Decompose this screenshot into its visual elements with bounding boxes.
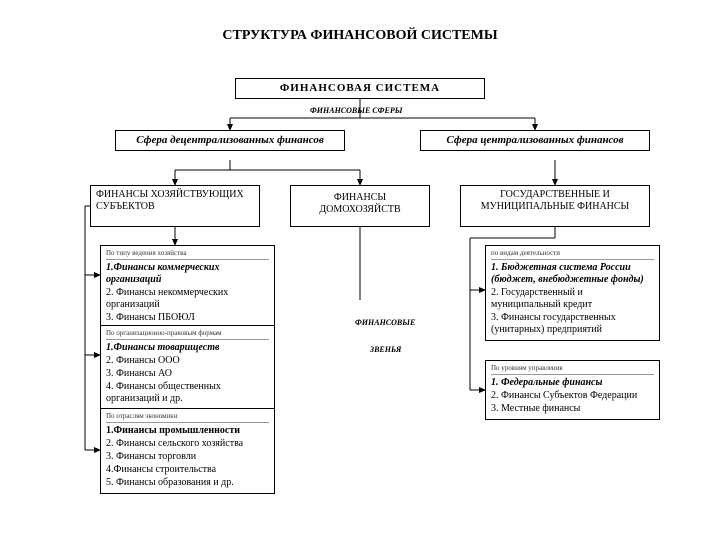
sphere-left: Сфера децентрализованных финансов <box>115 130 345 151</box>
col1-box1-l3: 3. Финансы ПБОЮЛ <box>106 312 269 324</box>
col3-box1-l3: 3. Финансы государственных (унитарных) п… <box>491 312 654 336</box>
sphere-right: Сфера централизованных финансов <box>420 130 650 151</box>
col1-box2: По организационно-правовым формам 1.Фина… <box>100 325 275 410</box>
col3-box1: по видам деятельности 1. Бюджетная систе… <box>485 245 660 341</box>
page-title: СТРУКТУРА ФИНАНСОВОЙ СИСТЕМЫ <box>0 28 720 44</box>
col3-box1-l2: 2. Государственный и муниципальный креди… <box>491 287 654 311</box>
col1-box3-l3: 3. Финансы торговли <box>106 451 269 463</box>
col1-box2-l2: 2. Финансы ООО <box>106 355 269 367</box>
col1-box3: По отраслям экономики 1.Финансы промышле… <box>100 408 275 494</box>
col1-box2-l1: 1.Финансы товариществ <box>106 342 269 354</box>
col3-head: ГОСУДАРСТВЕННЫЕ И МУНИЦИПАЛЬНЫЕ ФИНАНСЫ <box>460 185 650 227</box>
col1-box3-l2: 2. Финансы сельского хозяйства <box>106 438 269 450</box>
col1-box2-l3: 3. Финансы АО <box>106 368 269 380</box>
spheres-label: ФИНАНСОВЫЕ СФЕРЫ <box>310 106 402 115</box>
col1-box1-hdr: По типу ведения хозяйства <box>106 249 269 260</box>
links-label-b: ЗВЕНЬЯ <box>370 345 401 354</box>
col1-box2-l4: 4. Финансы общественных организаций и др… <box>106 381 269 405</box>
col3-box2-l2: 2. Финансы Субъектов Федерации <box>491 390 654 402</box>
col3-box2-l1: 1. Федеральные финансы <box>491 377 654 389</box>
col1-box3-l1: 1.Финансы промышленности <box>106 425 269 437</box>
links-label-a: ФИНАНСОВЫЕ <box>355 318 415 327</box>
col2-head: ФИНАНСЫ ДОМОХОЗЯЙСТВ <box>290 185 430 227</box>
col1-box3-hdr: По отраслям экономики <box>106 412 269 423</box>
col3-box2: По уровням управления 1. Федеральные фин… <box>485 360 660 420</box>
col3-box2-hdr: По уровням управления <box>491 364 654 375</box>
root-box: ФИНАНСОВАЯ СИСТЕМА <box>235 78 485 99</box>
col1-head: ФИНАНСЫ ХОЗЯЙСТВУЮЩИХ СУБЪЕКТОВ <box>90 185 260 227</box>
col3-box1-hdr: по видам деятельности <box>491 249 654 260</box>
col1-box1-l1: 1.Финансы коммерческих организаций <box>106 262 269 286</box>
col1-box1-l2: 2. Финансы некоммерческих организаций <box>106 287 269 311</box>
col3-box1-l1: 1. Бюджетная система России (бюджет, вне… <box>491 262 654 286</box>
col3-box2-l3: 3. Местные финансы <box>491 403 654 415</box>
col1-box2-hdr: По организационно-правовым формам <box>106 329 269 340</box>
col1-box1: По типу ведения хозяйства 1.Финансы комм… <box>100 245 275 329</box>
col1-box3-l5: 5. Финансы образования и др. <box>106 477 269 489</box>
col1-box3-l4: 4.Финансы строительства <box>106 464 269 476</box>
